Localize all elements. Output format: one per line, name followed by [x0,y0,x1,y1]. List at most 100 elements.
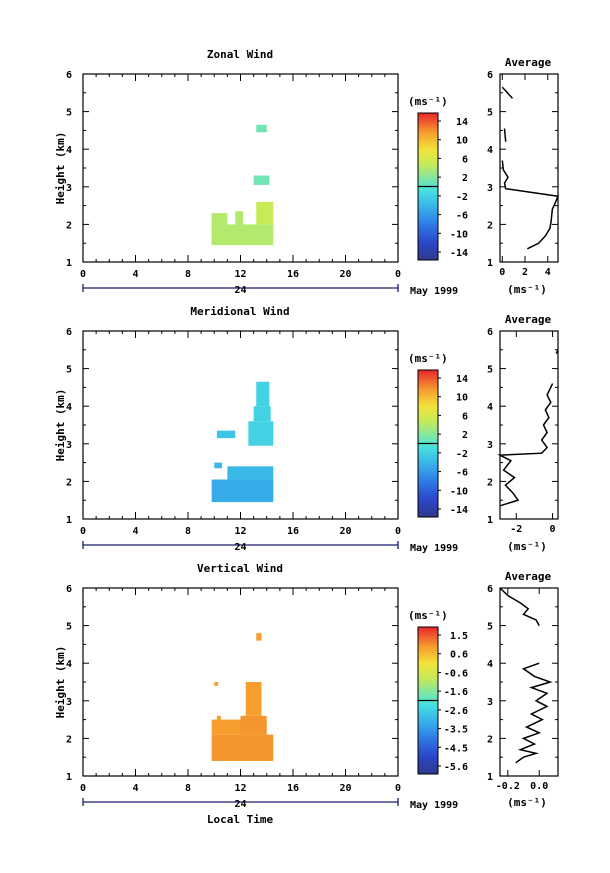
x-axis-label: Local Time [207,813,274,826]
average-frame [499,73,559,263]
average-profile: 1 2 3 4 5 6 -2 0 [487,327,559,535]
average-x-tick-label: 0 [499,267,505,278]
y-axis-label: Height (km) [54,389,67,462]
colorbar-unit-label: (ms⁻¹) [408,609,448,622]
colorbar-tick-label: 1.5 [450,631,468,642]
average-title: Average [505,313,552,326]
average-line [515,662,553,764]
average-y-tick-label: 5 [487,108,493,119]
average-x-label: (ms⁻¹) [507,796,547,809]
heatmap-cell [253,406,271,422]
colorbar-tick-label: -5.6 [444,762,468,773]
average-y-tick-label: 1 [487,258,493,269]
average-y-tick-label: 2 [487,734,493,745]
average-x-tick-label: 4 [545,267,551,278]
average-y-tick-label: 2 [487,477,493,488]
average-y-tick-label: 6 [487,70,493,81]
average-y-tick-label: 1 [487,515,493,526]
average-y-tick-label: 5 [487,622,493,633]
y-tick-label: 2 [66,477,72,488]
y-tick-label: 2 [66,734,72,745]
y-tick-label: 4 [66,145,72,156]
date-bar-label: 24 [234,542,246,553]
colorbar-tick-label: -14 [450,248,468,259]
x-tick-label: 16 [287,526,299,537]
colorbar-tick-label: -10 [450,486,468,497]
average-x-tick-label: -0.2 [496,781,520,792]
x-tick-label: 20 [339,783,351,794]
date-bar-label: 24 [234,799,246,810]
heatmap-cell [240,715,267,735]
average-x-tick-label: 0 [550,524,556,535]
heatmap-cell [214,462,223,469]
average-y-tick-label: 6 [487,584,493,595]
y-tick-label: 1 [66,772,72,783]
heatmap-cell [245,682,262,716]
average-y-tick-label: 5 [487,365,493,376]
heatmap-cell [211,734,274,761]
average-title: Average [505,56,552,69]
x-tick-label: 0 [80,269,86,280]
colorbar-tick-label: -4.5 [444,743,468,754]
heatmap-cell [253,175,270,185]
x-tick-label: 8 [185,526,191,537]
y-tick-label: 3 [66,183,72,194]
colorbar-tick-label: -1.6 [444,687,468,698]
colorbar: 14 10 6 2 -2 -6 -10 -14 [417,369,468,518]
average-profile: 1 2 3 4 5 6 0 2 4 [487,70,560,278]
date-bar-label: 24 [234,285,246,296]
x-tick-label: 12 [234,269,246,280]
heatmap-cell [256,201,274,225]
colorbar-tick-label: 14 [456,374,468,385]
x-tick-label: 8 [185,783,191,794]
average-line-segment [555,349,559,354]
average-x-label: (ms⁻¹) [507,283,547,296]
colorbar-tick-label: -2.6 [444,706,468,717]
colorbar-tick-label: 10 [456,136,468,147]
heatmap-cell [211,224,274,246]
colorbar-tick-label: -0.6 [444,668,468,679]
colorbar-tick-label: -3.5 [444,725,468,736]
x-tick-label: 20 [339,526,351,537]
colorbar-unit-label: (ms⁻¹) [408,352,448,365]
y-tick-label: 1 [66,515,72,526]
average-y-tick-label: 3 [487,697,493,708]
x-tick-label: 4 [132,526,138,537]
heatmap-cell [256,381,270,407]
average-frame [499,330,559,520]
y-tick-label: 1 [66,258,72,269]
average-y-tick-label: 1 [487,772,493,783]
y-tick-label: 3 [66,697,72,708]
colorbar-tick-label: 2 [462,173,468,184]
average-y-tick-label: 3 [487,440,493,451]
y-tick-label: 5 [66,365,72,376]
colorbar-unit-label: (ms⁻¹) [408,95,448,108]
heatmap-cell [227,466,274,480]
average-y-tick-label: 3 [487,183,493,194]
x-tick-label: 4 [132,269,138,280]
colorbar-tick-label: 10 [456,393,468,404]
y-tick-label: 4 [66,402,72,413]
average-y-tick-label: 4 [487,402,493,413]
x-tick-label: 0 [80,526,86,537]
date-label: May 1999 [410,543,458,554]
date-label: May 1999 [410,800,458,811]
x-tick-label: 0 [395,269,401,280]
y-tick-label: 4 [66,659,72,670]
heatmap-cell [256,124,267,133]
colorbar-tick-label: 0.6 [450,650,468,661]
average-x-label: (ms⁻¹) [507,540,547,553]
colorbar-tick-label: 6 [462,411,468,422]
heatmap-cell [211,479,274,503]
average-x-tick-label: 2 [522,267,528,278]
average-line [497,383,554,507]
colorbar-tick-label: -10 [450,229,468,240]
colorbar-tick-label: -6 [456,211,468,222]
y-tick-label: 6 [66,327,72,338]
average-x-tick-label: -2 [510,524,522,535]
colorbar-tick-label: -2 [456,192,468,203]
